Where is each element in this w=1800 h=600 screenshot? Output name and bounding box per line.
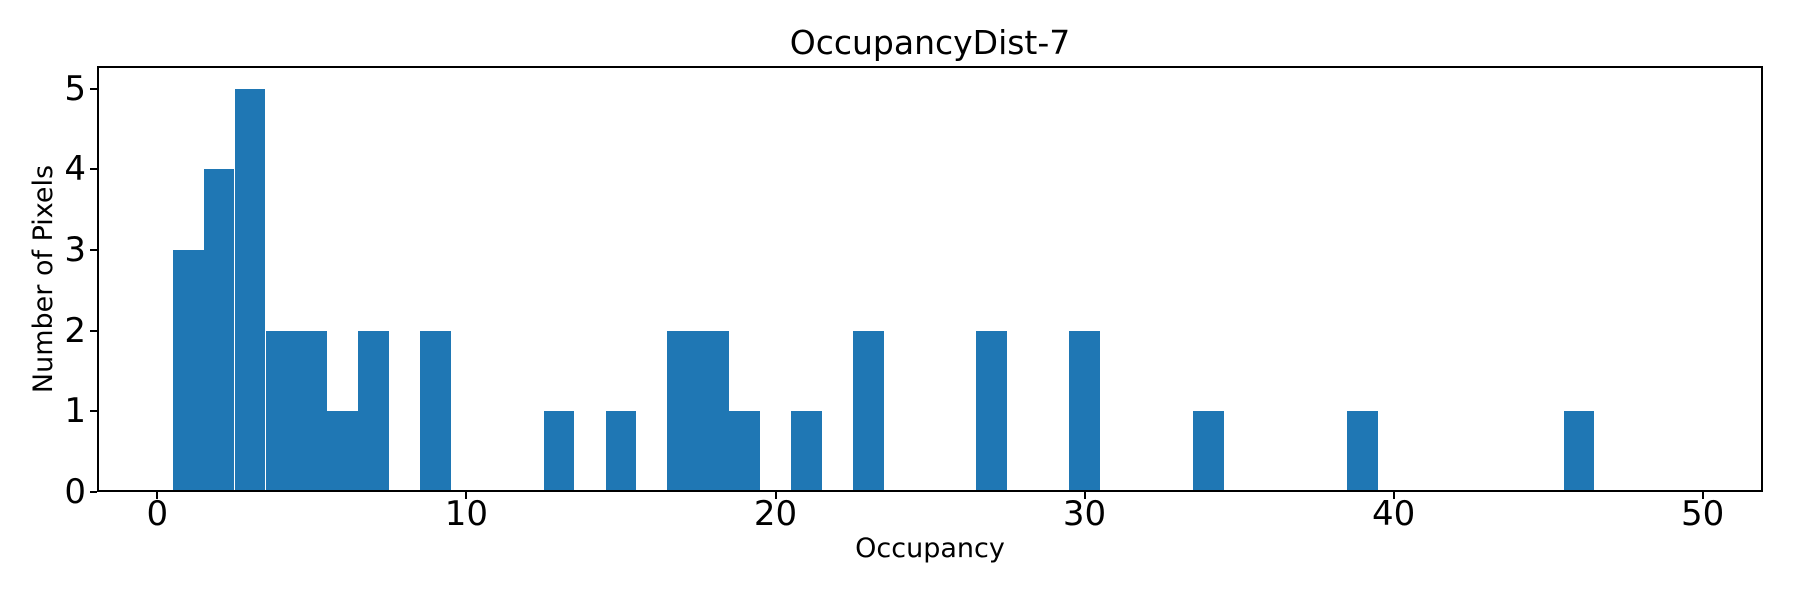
histogram-bar bbox=[543, 411, 575, 492]
histogram-bar bbox=[667, 330, 699, 492]
x-tick-mark bbox=[465, 492, 468, 499]
histogram-bar bbox=[327, 411, 359, 492]
histogram-bar bbox=[852, 330, 884, 492]
histogram-bar bbox=[1192, 411, 1224, 492]
histogram-bar bbox=[1069, 330, 1100, 492]
histogram-bar bbox=[729, 411, 760, 492]
y-tick-label: 4 bbox=[64, 149, 86, 190]
y-tick-label: 2 bbox=[64, 310, 86, 351]
y-tick-label: 3 bbox=[64, 230, 86, 270]
x-tick-mark bbox=[156, 492, 159, 499]
x-tick-label: 0 bbox=[146, 494, 169, 534]
histogram-bar bbox=[358, 330, 390, 492]
y-tick-mark bbox=[90, 249, 97, 251]
histogram-bar bbox=[605, 411, 637, 492]
plot-area bbox=[97, 66, 1763, 492]
x-tick-mark bbox=[1083, 492, 1086, 499]
y-tick-label: 0 bbox=[64, 472, 86, 512]
y-tick-mark bbox=[90, 87, 97, 90]
histogram-bar bbox=[1563, 411, 1595, 492]
histogram-bar bbox=[790, 411, 822, 492]
y-tick-label: 1 bbox=[64, 391, 86, 432]
y-tick-mark bbox=[90, 491, 97, 493]
x-tick-label: 10 bbox=[444, 494, 489, 534]
histogram-bar bbox=[234, 88, 266, 492]
histogram-bar bbox=[698, 330, 730, 492]
histogram-bar bbox=[172, 250, 204, 492]
chart-title: OccupancyDist-7 bbox=[789, 23, 1071, 62]
x-axis-label: Occupancy bbox=[855, 533, 1005, 564]
y-tick-mark bbox=[90, 168, 97, 171]
histogram-bar bbox=[1347, 411, 1379, 492]
histogram-bar bbox=[203, 169, 235, 492]
x-tick-label: 20 bbox=[753, 494, 798, 534]
histogram-bar bbox=[265, 330, 297, 492]
y-axis-label: Number of Pixels bbox=[28, 164, 59, 394]
y-tick-mark bbox=[90, 329, 97, 332]
x-tick-mark bbox=[774, 492, 777, 499]
y-tick-mark bbox=[90, 410, 97, 413]
y-tick-label: 5 bbox=[64, 68, 86, 109]
x-tick-label: 50 bbox=[1681, 494, 1725, 534]
histogram-bar bbox=[976, 330, 1008, 492]
x-tick-mark bbox=[1701, 492, 1704, 499]
x-tick-label: 40 bbox=[1371, 494, 1416, 534]
histogram-bar bbox=[420, 330, 451, 492]
x-tick-label: 30 bbox=[1062, 494, 1107, 534]
x-tick-mark bbox=[1392, 492, 1395, 499]
histogram-bar bbox=[296, 330, 328, 492]
